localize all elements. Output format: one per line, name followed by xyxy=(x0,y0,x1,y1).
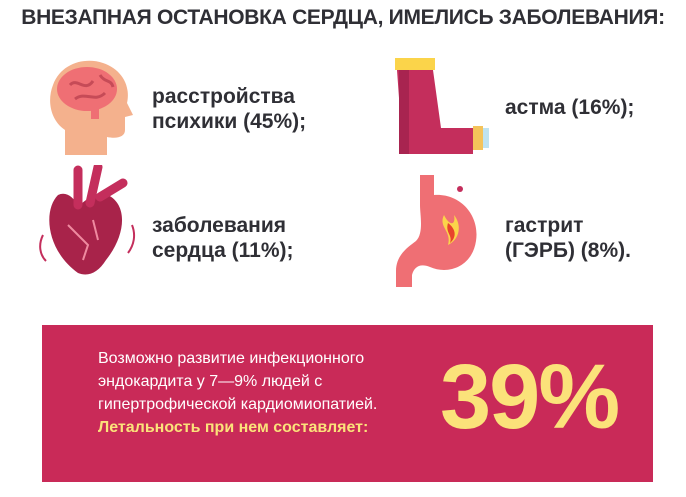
callout-line: гипертрофической кардиомиопатией. xyxy=(98,396,378,413)
item-gastritis: гастрит (ГЭРБ) (8%). xyxy=(505,213,631,263)
callout-text: Возможно развитие инфекционного эндокард… xyxy=(98,347,377,439)
callout-line: Возможно развитие инфекционного xyxy=(98,350,365,367)
heart-icon xyxy=(39,165,136,275)
item-label: астма (16%); xyxy=(505,96,635,119)
callout-line: эндокардита у 7—9% людей с xyxy=(98,373,323,390)
item-label: сердца (11%); xyxy=(152,239,294,262)
item-label: (ГЭРБ) (8%). xyxy=(505,239,631,262)
page-title: ВНЕЗАПНАЯ ОСТАНОВКА СЕРДЦА, ИМЕЛИСЬ ЗАБО… xyxy=(21,6,665,29)
callout-highlight: Летальность при нем составляет: xyxy=(98,419,369,436)
stomach-icon xyxy=(396,175,477,287)
item-label: гастрит xyxy=(505,214,584,237)
item-mental-disorders: расстройства психики (45%); xyxy=(152,84,306,134)
item-label: заболевания xyxy=(152,214,287,237)
inhaler-icon xyxy=(395,58,489,154)
item-heart-disease: заболевания сердца (11%); xyxy=(152,213,294,263)
brain-head-icon xyxy=(50,60,133,155)
callout-box: Возможно развитие инфекционного эндокард… xyxy=(42,325,653,482)
item-label: психики (45%); xyxy=(152,110,307,133)
item-label: расстройства xyxy=(152,85,295,108)
item-asthma: астма (16%); xyxy=(505,95,634,120)
mortality-value: 39% xyxy=(440,346,620,448)
